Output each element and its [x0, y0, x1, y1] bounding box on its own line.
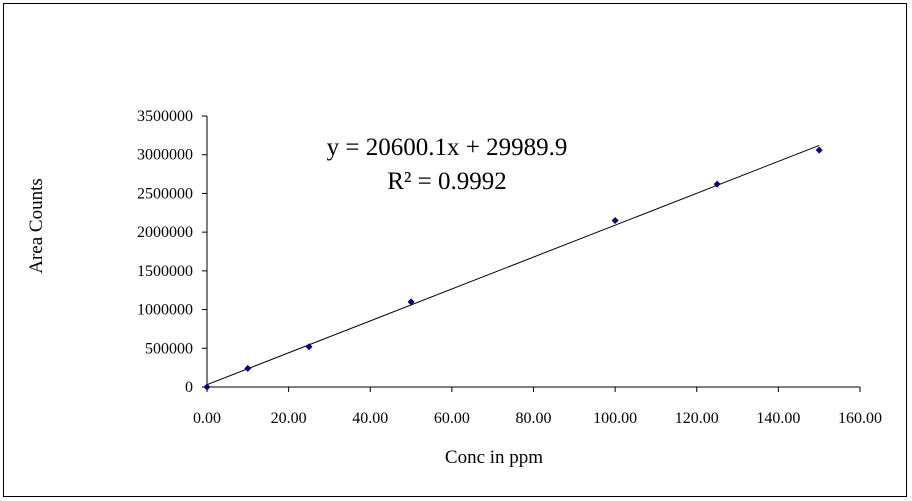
- x-axis-ticks: 0.00 20.00 40.00 60.00 80.00 100.00 120.00 140.…: [193, 387, 882, 427]
- y-tick-label: 2500000: [137, 185, 193, 202]
- y-tick-label: 500000: [145, 340, 193, 357]
- x-axis-title: Conc in ppm: [445, 447, 543, 468]
- r-squared-label: R² = 0.9992: [387, 168, 507, 195]
- data-point: [203, 383, 211, 391]
- x-tick-label: 80.00: [516, 410, 552, 427]
- data-points: [203, 146, 823, 391]
- y-tick-label: 2000000: [137, 224, 193, 241]
- x-tick-label: 140.00: [756, 410, 800, 427]
- x-tick-label: 160.00: [838, 410, 882, 427]
- chart-frame: [3, 3, 907, 497]
- data-point: [713, 180, 721, 188]
- x-tick-label: 120.00: [675, 410, 719, 427]
- data-point: [244, 364, 252, 372]
- y-tick-label: 1500000: [137, 263, 193, 280]
- trendline: [206, 144, 820, 386]
- data-point: [407, 298, 415, 306]
- x-tick-label: 20.00: [271, 410, 307, 427]
- y-axis-title: Area Counts: [26, 178, 47, 274]
- y-axis-ticks: 0 500000 1000000 1500000 2000000 2500000 30000…: [137, 108, 207, 396]
- trendline-equation: y = 20600.1x + 29989.9: [327, 134, 568, 161]
- data-point: [305, 343, 313, 351]
- x-tick-label: 40.00: [352, 410, 388, 427]
- y-tick-label: 0: [185, 379, 193, 396]
- x-tick-label: 100.00: [593, 410, 637, 427]
- data-point: [611, 217, 619, 225]
- y-tick-label: 3500000: [137, 108, 193, 125]
- y-tick-label: 1000000: [137, 302, 193, 319]
- data-point: [815, 146, 823, 154]
- x-tick-label: 60.00: [434, 410, 470, 427]
- x-tick-label: 0.00: [193, 410, 221, 427]
- y-tick-label: 3000000: [137, 147, 193, 164]
